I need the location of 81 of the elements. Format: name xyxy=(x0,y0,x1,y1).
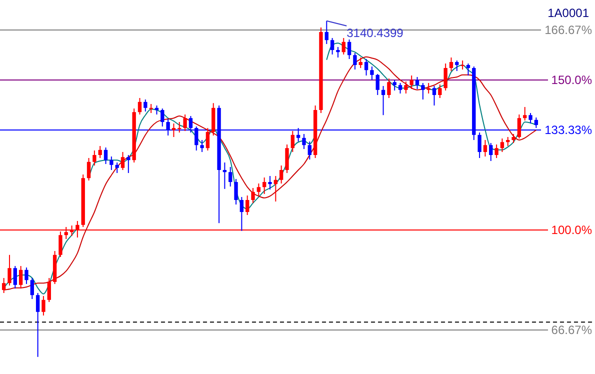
candlestick xyxy=(200,140,204,153)
candlestick xyxy=(455,60,459,72)
candlestick xyxy=(144,99,148,112)
candlestick xyxy=(415,76,420,90)
candlestick xyxy=(18,266,23,289)
candlestick xyxy=(178,122,182,134)
candlestick xyxy=(398,82,402,94)
candlestick xyxy=(115,162,119,174)
candlestick xyxy=(268,176,272,190)
candlestick xyxy=(353,52,357,70)
candlestick xyxy=(206,128,210,152)
candlestick xyxy=(392,80,396,92)
candlestick xyxy=(246,195,250,216)
candlestick xyxy=(86,158,91,182)
candlestick xyxy=(104,147,108,165)
candlestick xyxy=(528,112,532,124)
ref-line-label: 133.33% xyxy=(544,123,592,138)
candlestick xyxy=(449,57,454,72)
candlestick xyxy=(370,66,374,81)
candlestick xyxy=(478,132,482,159)
candlestick xyxy=(256,183,261,196)
candlestick xyxy=(92,150,96,166)
candlestick xyxy=(98,146,102,159)
candlestick xyxy=(47,278,51,302)
candlestick xyxy=(120,152,125,171)
candlestick xyxy=(308,141,312,160)
candlestick xyxy=(228,166,232,188)
candlestick xyxy=(426,82,430,94)
candlestick xyxy=(234,178,238,206)
candlestick xyxy=(240,196,244,232)
candlestick xyxy=(212,102,216,136)
ref-line-label: 100.0% xyxy=(551,223,592,238)
candlestick xyxy=(364,58,368,76)
candlestick xyxy=(302,134,306,150)
candlestick xyxy=(183,114,187,132)
candlestick xyxy=(324,20,328,45)
candlestick xyxy=(404,81,408,94)
candlestick xyxy=(8,254,12,286)
candlestick xyxy=(138,98,142,116)
candlestick xyxy=(347,39,352,60)
candlestick xyxy=(376,74,380,96)
candlestick xyxy=(274,176,278,202)
candlestick xyxy=(160,108,164,128)
candlestick xyxy=(290,130,294,153)
candlestick xyxy=(489,142,493,162)
candlestick xyxy=(222,162,227,190)
candlestick xyxy=(285,144,289,174)
candlestick xyxy=(126,154,130,174)
candlestick xyxy=(262,177,266,195)
candlestick xyxy=(279,165,284,184)
ref-line-label: 166.67% xyxy=(544,23,592,37)
candlestick xyxy=(30,278,34,300)
candlestick xyxy=(13,266,17,289)
candlestick xyxy=(483,140,488,158)
candlestick xyxy=(444,63,448,92)
candlestick xyxy=(517,114,522,140)
candlestick xyxy=(500,138,504,153)
candlestick xyxy=(342,38,346,56)
candlestick xyxy=(330,38,334,56)
candlestick xyxy=(381,86,386,116)
candlestick xyxy=(336,46,340,58)
candlestick xyxy=(387,78,391,99)
candlestick xyxy=(42,296,46,316)
candlestick xyxy=(438,84,442,99)
annotation: 3140.4399 xyxy=(346,26,404,40)
candlestick xyxy=(421,82,425,100)
ref-line-label: 150.0% xyxy=(551,73,592,88)
candlestick xyxy=(432,86,436,106)
candlestick xyxy=(251,188,255,204)
candlestick xyxy=(358,57,362,69)
candlestick xyxy=(410,75,414,90)
candlestick xyxy=(36,292,40,358)
candlestick xyxy=(2,278,6,294)
ref-line-label: 66.67% xyxy=(551,322,592,337)
text: 1A0001 xyxy=(548,6,590,20)
candlestick xyxy=(24,267,28,284)
candlestick xyxy=(466,63,470,76)
candlestick xyxy=(494,144,498,159)
candlestick xyxy=(110,156,114,171)
candlestick xyxy=(172,123,176,138)
candlestick xyxy=(523,106,527,122)
